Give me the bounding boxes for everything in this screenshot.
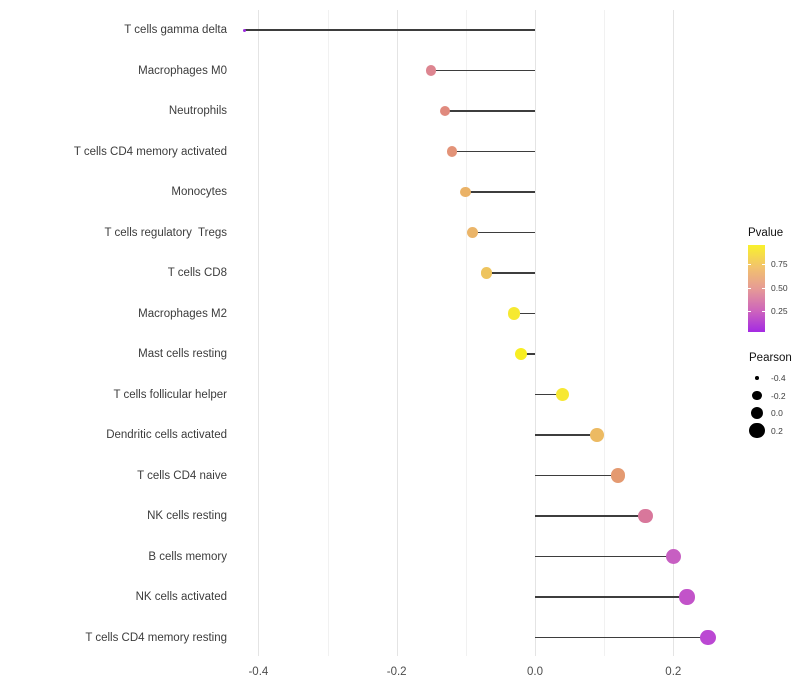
lollipop-dot <box>610 468 626 483</box>
x-axis-tick-label: 0.0 <box>527 666 543 678</box>
gridline-minor <box>465 10 467 656</box>
lollipop-stem <box>452 150 535 153</box>
lollipop-stem <box>465 191 535 193</box>
lollipop-dot <box>638 508 653 524</box>
x-axis-tick-label: -0.2 <box>386 666 407 678</box>
lollipop-dot <box>480 267 493 279</box>
lollipop-stem <box>535 636 708 639</box>
pvalue-tick-label: 0.75 <box>771 258 788 269</box>
pvalue-colorbar-tick <box>762 311 765 313</box>
pvalue-colorbar-tick <box>748 263 751 265</box>
lollipop-dot <box>467 226 479 239</box>
pvalue-colorbar-tick <box>748 287 751 289</box>
lollipop-stem <box>535 555 674 558</box>
pearson-legend-label: -0.2 <box>771 390 786 401</box>
lollipop-stem <box>535 434 598 436</box>
pvalue-colorbar <box>748 245 765 332</box>
y-axis-label: B cells memory <box>148 550 227 563</box>
lollipop-stem <box>486 272 535 274</box>
gridline-major <box>396 10 398 656</box>
y-axis-label: NK cells activated <box>135 591 227 603</box>
lollipop-dot <box>700 629 716 646</box>
pearson-legend-label: -0.4 <box>771 373 786 383</box>
lollipop-dot <box>446 146 458 157</box>
lollipop-dot <box>590 428 605 442</box>
pearson-legend-dot <box>755 376 759 380</box>
lollipop-dot <box>679 589 695 605</box>
lollipop-stem <box>431 69 535 72</box>
lollipop-stem <box>514 312 535 315</box>
y-axis-label: T cells regulatory Tregs <box>104 226 227 239</box>
gridline-minor <box>327 10 329 656</box>
x-axis-tick-label: 0.2 <box>665 666 682 678</box>
lollipop-stem <box>535 515 646 517</box>
lollipop-dot <box>439 105 451 117</box>
lollipop-stem <box>535 393 563 396</box>
pvalue-tick-label: 0.50 <box>771 282 788 293</box>
gridline-minor <box>604 10 606 656</box>
lollipop-stem <box>535 474 618 477</box>
gridline-major <box>535 10 536 656</box>
lollipop-dot <box>665 548 681 565</box>
pvalue-tick-label: 0.25 <box>771 306 788 317</box>
lollipop-dot <box>556 387 570 402</box>
y-axis-label: Monocytes <box>171 186 227 198</box>
lollipop-stem <box>521 353 535 355</box>
y-axis-label: Mast cells resting <box>138 348 227 360</box>
pvalue-colorbar-tick <box>748 311 751 313</box>
y-axis-label: T cells CD4 memory activated <box>73 145 227 158</box>
y-axis-label: Macrophages M2 <box>138 307 227 320</box>
lollipop-dot <box>460 186 472 198</box>
pearson-legend-label: 0.0 <box>771 408 783 418</box>
gridline-major <box>673 10 675 656</box>
y-axis-label: T cells CD4 naive <box>137 469 227 482</box>
y-axis-label: T cells gamma delta <box>124 24 227 36</box>
pvalue-colorbar-tick <box>762 287 765 289</box>
pearson-legend-label: 0.2 <box>771 425 783 436</box>
lollipop-dot <box>243 28 247 32</box>
lollipop-dot <box>508 307 521 320</box>
lollipop-stem <box>244 29 535 31</box>
y-axis-label: Macrophages M0 <box>138 64 227 77</box>
lollipop-dot <box>426 65 437 76</box>
y-axis-label: NK cells resting <box>147 510 227 522</box>
y-axis-label: T cells follicular helper <box>113 388 227 401</box>
x-axis-tick-label: -0.4 <box>248 666 269 678</box>
lollipop-stem <box>472 231 535 234</box>
pearson-legend-title: Pearson <box>749 352 792 364</box>
lollipop-stem <box>535 596 688 598</box>
gridline-major <box>258 10 260 656</box>
y-axis-label: T cells CD4 memory resting <box>85 631 227 644</box>
y-axis-label: Dendritic cells activated <box>106 429 227 441</box>
y-axis-label: T cells CD8 <box>167 267 227 279</box>
pvalue-colorbar-tick <box>762 263 765 265</box>
pearson-legend-dot <box>752 390 762 401</box>
pvalue-legend-title: Pvalue <box>748 227 784 239</box>
pearson-legend-dot <box>750 406 764 420</box>
lollipop-stem <box>445 110 535 112</box>
lollipop-dot <box>515 347 528 361</box>
y-axis-label: Neutrophils <box>168 105 227 117</box>
pearson-legend-dot <box>749 422 765 439</box>
